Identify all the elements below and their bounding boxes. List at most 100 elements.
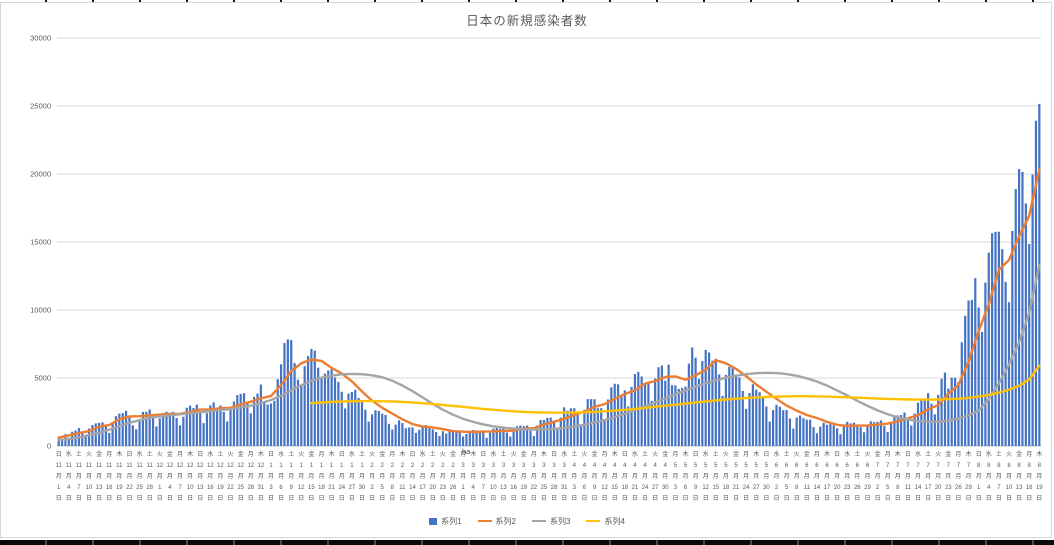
bar [849, 423, 852, 446]
legend: 系列1 系列2 系列3 系列4 [0, 515, 1054, 527]
line-series-系列4 [310, 364, 1041, 414]
bar [293, 363, 296, 446]
bar [475, 430, 478, 446]
bar [104, 426, 107, 446]
bar [431, 429, 434, 446]
bar [111, 422, 114, 446]
bar [424, 425, 428, 446]
bar [499, 428, 502, 446]
bar [522, 426, 525, 446]
bar [704, 350, 707, 446]
bar [856, 425, 859, 446]
bar [148, 409, 151, 446]
bar [809, 419, 812, 446]
bar [344, 408, 347, 446]
x-tick-label: 土 3 月 13 日 [500, 450, 507, 502]
bar [943, 372, 947, 446]
bar [141, 411, 145, 446]
bar [226, 421, 229, 446]
bar [937, 394, 940, 446]
bar [259, 384, 262, 446]
bar [852, 422, 856, 446]
bar [478, 431, 482, 446]
legend-bar-marker [429, 517, 438, 525]
bar [579, 424, 583, 446]
bar [364, 409, 367, 446]
bar [175, 418, 178, 446]
bar [586, 399, 589, 446]
bar [812, 427, 815, 446]
bar [495, 428, 498, 446]
bar [738, 377, 741, 446]
chart-title[interactable]: 日本の新規感染者数 [466, 14, 588, 28]
x-tick-label: 水 4 月 21 日 [632, 450, 639, 502]
bar [903, 412, 906, 446]
legend-item-系列4[interactable]: 系列4 [586, 516, 625, 527]
bar [542, 419, 546, 446]
bar [822, 422, 825, 446]
x-tick-label: 月 12 月 7 日 [177, 451, 184, 502]
bar [465, 433, 468, 446]
bar [266, 404, 269, 446]
bar [815, 433, 818, 446]
bar [684, 386, 687, 446]
bar [438, 435, 441, 446]
bar [697, 378, 701, 446]
bar [836, 428, 839, 446]
bar [121, 413, 124, 446]
bar [910, 425, 913, 446]
x-tick-label: 日 11 月 1 日 [56, 451, 63, 502]
bar [623, 390, 626, 446]
bar [249, 413, 252, 446]
bar [627, 406, 630, 446]
bar [263, 401, 266, 446]
x-tick-label: 土 4 月 24 日 [642, 450, 649, 502]
bar [748, 392, 751, 446]
bar [397, 420, 401, 446]
bar [846, 421, 849, 446]
legend-item-系列3[interactable]: 系列3 [532, 516, 570, 527]
bar [613, 383, 616, 446]
bar [677, 388, 680, 446]
legend-item-系列2[interactable]: 系列2 [477, 516, 516, 527]
x-tick-label: 月 1 月 18 日 [318, 451, 325, 502]
bar [421, 426, 424, 446]
bar [795, 417, 798, 446]
bar [354, 389, 357, 446]
bar [232, 401, 236, 446]
bar [145, 411, 148, 446]
bar [536, 425, 539, 446]
bar [994, 231, 997, 446]
legend-label: 系列2 [495, 516, 516, 526]
x-tick-label: 土 7 月 17 日 [925, 450, 932, 502]
x-tick-label: 水 3 月 31 日 [561, 450, 568, 502]
x-tick-label: 木 1 月 21 日 [328, 450, 335, 502]
bar [991, 233, 994, 446]
y-tick-label: 25000 [30, 102, 51, 111]
bar [306, 356, 310, 446]
bar [681, 387, 684, 446]
x-tick-label: 金 11 月 13 日 [96, 450, 103, 502]
line-series-系列3 [57, 263, 1041, 442]
bar [772, 410, 775, 446]
crop-artifact-top [0, 0, 1054, 2]
bar [151, 417, 155, 446]
bar [391, 429, 394, 446]
bar [445, 433, 448, 446]
bar [310, 348, 313, 446]
bar [933, 414, 936, 446]
bar [721, 395, 724, 446]
legend-item-系列1[interactable]: 系列1 [429, 516, 462, 527]
bar [603, 420, 606, 446]
bar [785, 410, 788, 446]
bar [118, 413, 121, 446]
